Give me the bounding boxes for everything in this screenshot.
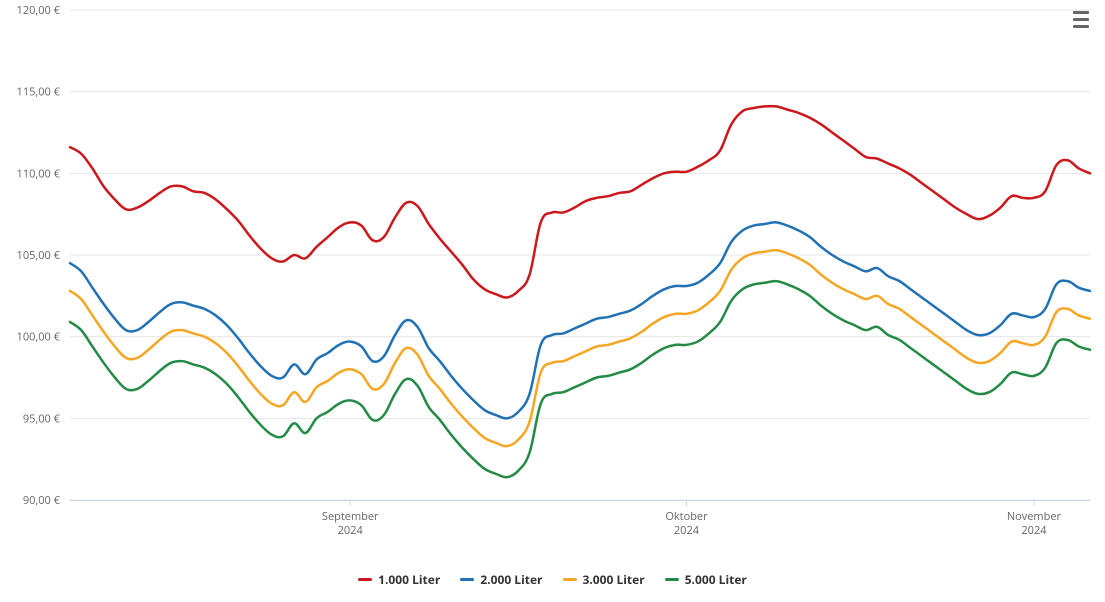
legend-item[interactable]: 5.000 Liter — [665, 571, 747, 588]
x-axis-label-year: 2024 — [674, 523, 700, 538]
x-axis-label-month: November — [1007, 509, 1062, 524]
x-axis-label-year: 2024 — [1021, 523, 1047, 538]
y-axis-label: 120,00 € — [17, 3, 61, 18]
x-axis-label-month: September — [322, 509, 379, 524]
legend-marker — [563, 578, 577, 581]
legend-item[interactable]: 1.000 Liter — [358, 571, 440, 588]
legend-item[interactable]: 3.000 Liter — [563, 571, 645, 588]
chart-svg: 90,00 € 95,00 € 100,00 € 105,00 € 110,00 € 11… — [0, 0, 1105, 602]
legend-label: 2.000 Liter — [480, 571, 542, 588]
series-line — [70, 281, 1090, 477]
y-axis-label: 105,00 € — [17, 248, 61, 263]
price-chart: 90,00 € 95,00 € 100,00 € 105,00 € 110,00 € 11… — [0, 0, 1105, 602]
chart-menu-button[interactable] — [1069, 8, 1093, 30]
chart-legend: 1.000 Liter 2.000 Liter 3.000 Liter 5.000 L… — [0, 568, 1105, 588]
y-axis-label: 100,00 € — [17, 330, 61, 345]
series-line — [70, 222, 1090, 418]
legend-label: 5.000 Liter — [685, 571, 747, 588]
x-axis-label-year: 2024 — [338, 523, 364, 538]
series-line — [70, 250, 1090, 446]
y-axis-label: 110,00 € — [17, 166, 61, 181]
y-axis-label: 95,00 € — [23, 411, 61, 426]
y-axis-label: 115,00 € — [17, 85, 61, 100]
x-axis-label-month: Oktober — [665, 509, 708, 524]
legend-marker — [665, 578, 679, 581]
legend-item[interactable]: 2.000 Liter — [460, 571, 542, 588]
series-line — [70, 106, 1090, 298]
legend-marker — [460, 578, 474, 581]
hamburger-menu-icon — [1073, 11, 1089, 14]
legend-label: 3.000 Liter — [583, 571, 645, 588]
y-axis-label: 90,00 € — [23, 493, 61, 508]
legend-marker — [358, 578, 372, 581]
legend-label: 1.000 Liter — [378, 571, 440, 588]
